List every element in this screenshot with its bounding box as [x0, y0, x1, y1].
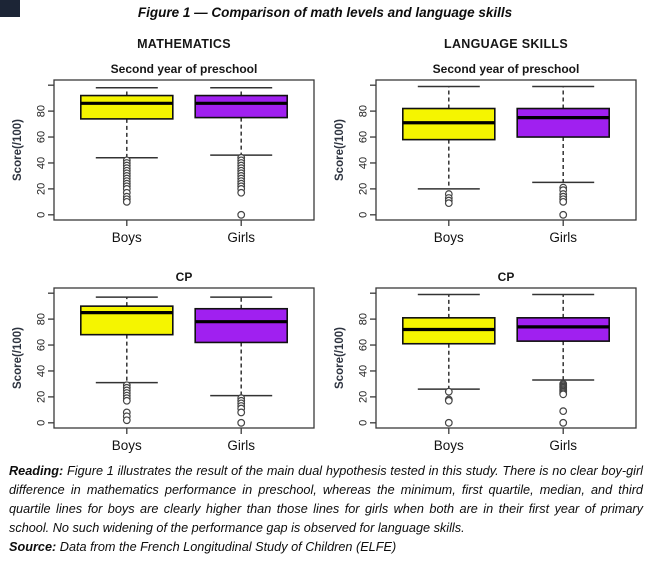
outlier-point	[559, 197, 568, 206]
category-label: Girls	[227, 438, 255, 453]
chart-language-preschool: Second year of preschool Score(/100) 0 20…	[332, 58, 642, 258]
y-tick-label: 80	[358, 105, 370, 117]
category-label: Boys	[112, 438, 142, 453]
y-axis-label: Score(/100)	[12, 119, 24, 181]
boxplot-chart: CP Score(/100) 0 20 40 60 80 Boys Girls	[12, 270, 315, 453]
reading-text: Figure 1 illustrates the result of the m…	[9, 464, 643, 536]
category-label: Boys	[434, 230, 464, 245]
outlier-point	[122, 416, 131, 425]
outlier-point	[559, 210, 568, 219]
plot-box	[375, 79, 637, 221]
outlier-point	[237, 210, 246, 219]
girls-box	[516, 107, 610, 138]
panel-header-language-skills: LANGUAGE SKILLS	[444, 37, 568, 51]
chart-math-preschool: Second year of preschool Score(/100) 0 20…	[10, 58, 320, 258]
category-label: Girls	[549, 438, 577, 453]
figure-title: Figure 1 — Comparison of math levels and…	[137, 5, 513, 20]
outlier-point	[122, 396, 131, 405]
y-tick-label: 40	[36, 157, 48, 169]
reading-label: Reading:	[9, 464, 64, 478]
category-label: Girls	[549, 230, 577, 245]
outlier-point	[559, 418, 568, 427]
boys-box	[80, 305, 174, 336]
y-tick-label: 20	[358, 183, 370, 195]
outlier-point	[237, 188, 246, 197]
y-tick-label: 60	[36, 339, 48, 351]
boxplot-chart: Second year of preschool Score(/100) 0 20…	[12, 62, 315, 245]
chart-subtitle: Second year of preschool	[111, 62, 258, 76]
boxplot-chart: CP Score(/100) 0 20 40 60 80 Boys Girls	[334, 270, 637, 453]
plot-area: 0 20 40 60 80 Boys Girls	[358, 287, 637, 453]
plot-area: 0 20 40 60 80 Boys Girls	[358, 79, 637, 245]
source-note: Source: Data from the French Longitudina…	[9, 538, 643, 557]
y-tick-label: 20	[36, 183, 48, 195]
category-label: Girls	[227, 230, 255, 245]
y-tick-label: 40	[358, 157, 370, 169]
y-axis-label: Score(/100)	[12, 327, 24, 389]
y-tick-label: 0	[358, 212, 370, 218]
y-tick-label: 80	[358, 313, 370, 325]
panel-header-mathematics: MATHEMATICS	[137, 37, 231, 51]
y-tick-label: 60	[358, 339, 370, 351]
outlier-point	[444, 387, 453, 396]
y-tick-label: 60	[36, 131, 48, 143]
y-tick-label: 0	[36, 420, 48, 426]
chart-math-cp: CP Score(/100) 0 20 40 60 80 Boys Girls	[10, 266, 320, 466]
outlier-point	[444, 199, 453, 208]
y-tick-label: 0	[36, 212, 48, 218]
chart-subtitle: Second year of preschool	[433, 62, 580, 76]
y-tick-label: 80	[36, 105, 48, 117]
plot-box	[375, 287, 637, 429]
category-label: Boys	[434, 438, 464, 453]
y-tick-label: 40	[36, 365, 48, 377]
girls-box	[516, 317, 610, 342]
y-tick-label: 20	[358, 391, 370, 403]
outlier-point	[559, 390, 568, 399]
outlier-point	[237, 418, 246, 427]
plot-area: 0 20 40 60 80 Boys Girls	[36, 287, 315, 453]
y-tick-label: 0	[358, 420, 370, 426]
outlier-point	[237, 408, 246, 417]
y-axis-label: Score(/100)	[334, 327, 346, 389]
girls-box	[194, 94, 288, 119]
plot-area: 0 20 40 60 80 Boys Girls	[36, 79, 315, 245]
girls-box	[194, 307, 288, 344]
chart-subtitle: CP	[498, 270, 515, 284]
outlier-point	[122, 197, 131, 206]
y-tick-label: 60	[358, 131, 370, 143]
source-label: Source:	[9, 540, 57, 555]
y-axis-label: Score(/100)	[334, 119, 346, 181]
chart-language-cp: CP Score(/100) 0 20 40 60 80 Boys Girls	[332, 266, 642, 466]
y-tick-label: 40	[358, 365, 370, 377]
outlier-point	[444, 396, 453, 405]
figure-caption: Reading: Figure 1 illustrates the result…	[9, 462, 643, 557]
corner-mark	[0, 0, 20, 17]
reading-note: Reading: Figure 1 illustrates the result…	[9, 462, 643, 538]
category-label: Boys	[112, 230, 142, 245]
source-text: Data from the French Longitudinal Study …	[59, 540, 397, 555]
boxplot-chart: Second year of preschool Score(/100) 0 20…	[334, 62, 637, 245]
y-tick-label: 80	[36, 313, 48, 325]
y-tick-label: 20	[36, 391, 48, 403]
chart-subtitle: CP	[176, 270, 193, 284]
boys-box	[80, 94, 174, 120]
outlier-point	[559, 407, 568, 416]
outlier-point	[444, 418, 453, 427]
